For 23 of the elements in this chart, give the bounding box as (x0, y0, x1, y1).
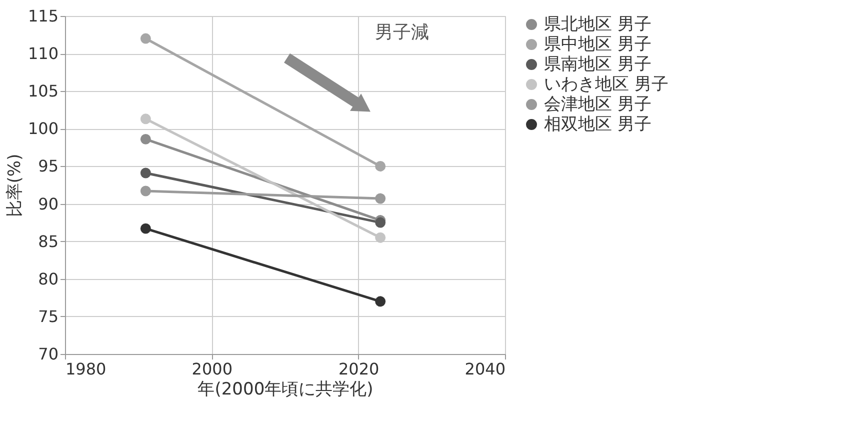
y-tick-label: 90 (38, 194, 58, 214)
y-tick-label: 85 (38, 232, 58, 251)
y-tick-label: 105 (28, 82, 58, 101)
legend-label: 会津地区 男子 (544, 94, 652, 114)
x-axis-title: 年(2000年頃に共学化) (198, 380, 374, 400)
x-tick-label: 2040 (464, 360, 506, 378)
annotation: 男子減 (375, 22, 429, 43)
legend-label: 県北地区 男子 (544, 14, 652, 34)
legend-label: 県中地区 男子 (544, 34, 652, 54)
legend-label: 県南地区 男子 (544, 54, 652, 74)
x-tick-label: 2000 (192, 360, 233, 378)
legend-label: 相双地区 男子 (544, 114, 652, 134)
y-tick-label: 110 (28, 44, 58, 64)
y-tick-label: 70 (38, 344, 58, 364)
y-tick-label: 75 (38, 306, 58, 326)
legend-label: いわき地区 男子 (544, 74, 668, 94)
y-tick-label: 95 (38, 156, 58, 176)
x-tick-label: 2020 (338, 360, 380, 378)
y-tick-label: 115 (28, 6, 58, 26)
y-axis-title: 比率(%) (4, 154, 25, 218)
y-tick-label: 80 (38, 269, 58, 288)
y-tick-label: 100 (28, 119, 58, 138)
x-tick-label: 1980 (66, 360, 106, 378)
